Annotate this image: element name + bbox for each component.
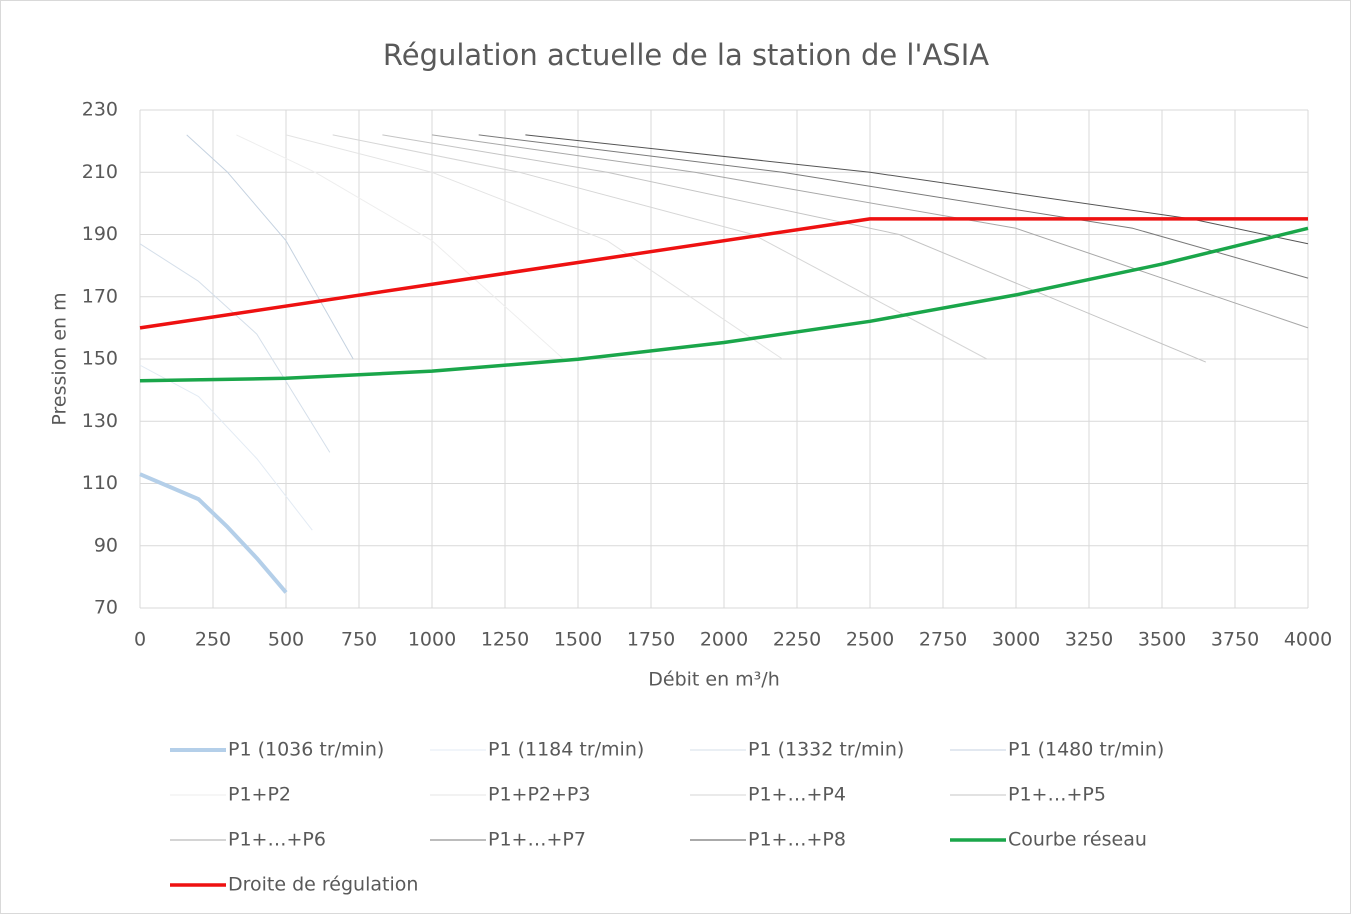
legend-label: P1+P2+P3: [488, 784, 590, 806]
x-tick-label: 750: [341, 629, 377, 651]
legend-label: P1 (1332 tr/min): [748, 739, 904, 761]
legend-label: P1+…+P6: [228, 829, 326, 851]
x-tick-label: 250: [195, 629, 231, 651]
y-tick-label: 90: [94, 534, 118, 556]
legend-label: P1+…+P8: [748, 829, 846, 851]
y-tick-label: 210: [82, 161, 118, 183]
x-tick-label: 4000: [1284, 629, 1332, 651]
series-line: [478, 134, 1309, 279]
series-line: [139, 217, 1308, 330]
legend-label: P1+…+P5: [1008, 784, 1106, 806]
y-tick-label: 150: [82, 348, 118, 370]
y-tick-label: 130: [82, 410, 118, 432]
x-tick-label: 2500: [846, 629, 894, 651]
y-tick-label: 170: [82, 285, 118, 307]
x-tick-label: 2750: [919, 629, 967, 651]
x-tick-label: 1000: [408, 629, 456, 651]
legend-label: Droite de régulation: [228, 874, 418, 896]
x-tick-label: 2250: [773, 629, 821, 651]
x-axis-label: Débit en m³/h: [648, 669, 780, 691]
series-line: [285, 134, 783, 360]
series-line: [236, 134, 564, 360]
x-tick-label: 1750: [627, 629, 675, 651]
legend-label: P1+…+P4: [748, 784, 846, 806]
x-tick-label: 500: [268, 629, 304, 651]
x-tick-label: 3000: [992, 629, 1040, 651]
series-line: [139, 243, 331, 453]
y-tick-label: 230: [82, 99, 118, 121]
x-tick-label: 0: [134, 629, 146, 651]
series-line: [525, 134, 1309, 245]
series-line: [139, 226, 1309, 383]
series-line: [332, 134, 988, 360]
y-tick-label: 190: [82, 223, 118, 245]
series-line: [431, 134, 1309, 329]
x-tick-label: 1500: [554, 629, 602, 651]
y-axis-label: Pression en m: [49, 292, 71, 425]
x-tick-label: 3750: [1211, 629, 1259, 651]
legend-label: P1 (1036 tr/min): [228, 739, 384, 761]
y-tick-label: 110: [82, 472, 118, 494]
x-tick-label: 2000: [700, 629, 748, 651]
x-tick-label: 3500: [1138, 629, 1186, 651]
legend-label: P1+…+P7: [488, 829, 586, 851]
legend-label: P1 (1184 tr/min): [488, 739, 644, 761]
x-tick-label: 1250: [481, 629, 529, 651]
chart-title: Régulation actuelle de la station de l'A…: [383, 38, 989, 72]
legend-label: Courbe réseau: [1008, 829, 1147, 851]
legend-label: P1+P2: [228, 784, 291, 806]
series-line: [139, 472, 288, 594]
legend-label: P1 (1480 tr/min): [1008, 739, 1164, 761]
x-tick-label: 3250: [1065, 629, 1113, 651]
series-line: [382, 134, 1206, 363]
y-tick-label: 70: [94, 597, 118, 619]
